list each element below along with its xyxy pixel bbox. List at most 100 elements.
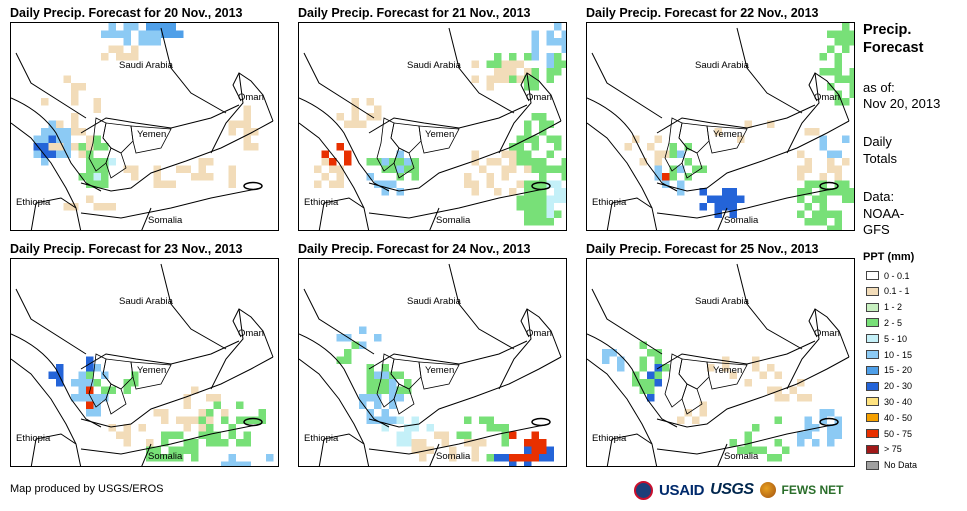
precip-cell [531, 53, 539, 61]
precip-cell [729, 371, 737, 379]
precip-cell [486, 180, 494, 188]
precip-cell [834, 225, 842, 230]
precip-cell [819, 135, 827, 143]
precip-cell [744, 446, 752, 454]
precip-cell [647, 394, 655, 402]
precip-cell [93, 173, 101, 181]
precip-cell [834, 98, 842, 106]
socotra-island [243, 417, 263, 427]
precip-cell [774, 454, 782, 462]
precip-cell [516, 150, 524, 158]
precip-cell [479, 416, 487, 424]
precip-cell [501, 150, 509, 158]
socotra-island [819, 417, 839, 427]
precip-cell [93, 105, 101, 113]
precip-cell [819, 210, 827, 218]
precip-cell [389, 394, 397, 402]
precip-cell [834, 30, 842, 38]
legend-label: 40 - 50 [884, 412, 913, 423]
precip-cell [471, 446, 479, 454]
precip-cell [516, 135, 524, 143]
legend-swatch [866, 334, 879, 344]
side-data-source2: GFS [863, 222, 890, 237]
precip-cell [546, 218, 554, 226]
governorate-boundary [105, 147, 127, 179]
precip-cell [546, 38, 554, 46]
precip-cell [101, 165, 109, 173]
precip-cell [351, 98, 359, 106]
precip-cell [509, 158, 517, 166]
side-data-source1: NOAA- [863, 206, 905, 221]
precip-cell [441, 431, 449, 439]
precip-cell [228, 424, 236, 432]
precip-cell [41, 150, 49, 158]
precip-cell [524, 68, 532, 76]
usgs-logo: USGS [710, 481, 754, 498]
precip-cell [744, 431, 752, 439]
precip-cell [842, 135, 850, 143]
precip-cell [396, 431, 404, 439]
country-label-somalia: Somalia [148, 451, 183, 462]
legend-swatch [866, 429, 879, 438]
precip-cell [539, 165, 547, 173]
precip-cell [707, 364, 715, 372]
country-label-ethiopia: Ethiopia [304, 197, 339, 208]
precip-cell [531, 431, 539, 439]
legend-label: 30 - 40 [884, 396, 913, 407]
precip-cell [101, 394, 109, 402]
precip-cell [48, 150, 56, 158]
precip-cell [834, 60, 842, 68]
precip-cell [797, 173, 805, 181]
precip-cells [314, 23, 566, 226]
precip-cell [827, 409, 835, 417]
country-label-ethiopia: Ethiopia [16, 197, 51, 208]
precip-cell [539, 446, 547, 454]
socotra-island [819, 181, 839, 191]
side-totals-line2: Totals [863, 151, 897, 166]
precip-cell [86, 135, 94, 143]
precip-cell [524, 203, 532, 211]
precip-cell [737, 195, 745, 203]
precip-cell [722, 203, 730, 211]
precip-cell [827, 45, 835, 53]
legend-item: 40 - 50 [866, 412, 912, 423]
precip-cell [834, 38, 842, 46]
precip-cell [561, 173, 566, 181]
precip-cell [561, 158, 566, 166]
precip-cell [804, 394, 812, 402]
country-label-oman: Oman [238, 92, 264, 103]
precip-cell [243, 431, 251, 439]
precip-cell [516, 195, 524, 203]
precip-cell [449, 446, 457, 454]
precip-cell [774, 439, 782, 447]
precip-cell [396, 439, 404, 447]
precip-cell [78, 150, 86, 158]
governorate-boundary [706, 361, 748, 390]
legend-label: 50 - 75 [884, 428, 913, 439]
boundary-line [429, 207, 440, 230]
precip-cell [206, 424, 214, 432]
precip-cell [123, 30, 131, 38]
precip-cell [842, 23, 850, 31]
precip-cell [168, 446, 176, 454]
precip-cell [539, 180, 547, 188]
precip-cell [236, 120, 244, 128]
panel-title: Daily Precip. Forecast for 21 Nov., 2013 [298, 6, 531, 20]
precip-cell [546, 210, 554, 218]
boundary-line [210, 72, 244, 154]
precip-cell [546, 68, 554, 76]
precip-cell [744, 379, 752, 387]
precip-cell [236, 461, 244, 466]
precip-cell [168, 454, 176, 462]
precip-cell [206, 173, 214, 181]
precip-cell [699, 188, 707, 196]
precip-cell [834, 165, 842, 173]
precip-cell [78, 371, 86, 379]
boundary-line [368, 187, 550, 219]
precip-cell [669, 165, 677, 173]
precip-cell [827, 439, 835, 447]
country-label-somalia: Somalia [724, 451, 759, 462]
boundary-line [498, 308, 532, 390]
precip-cell [669, 143, 677, 151]
precip-cell [501, 424, 509, 432]
